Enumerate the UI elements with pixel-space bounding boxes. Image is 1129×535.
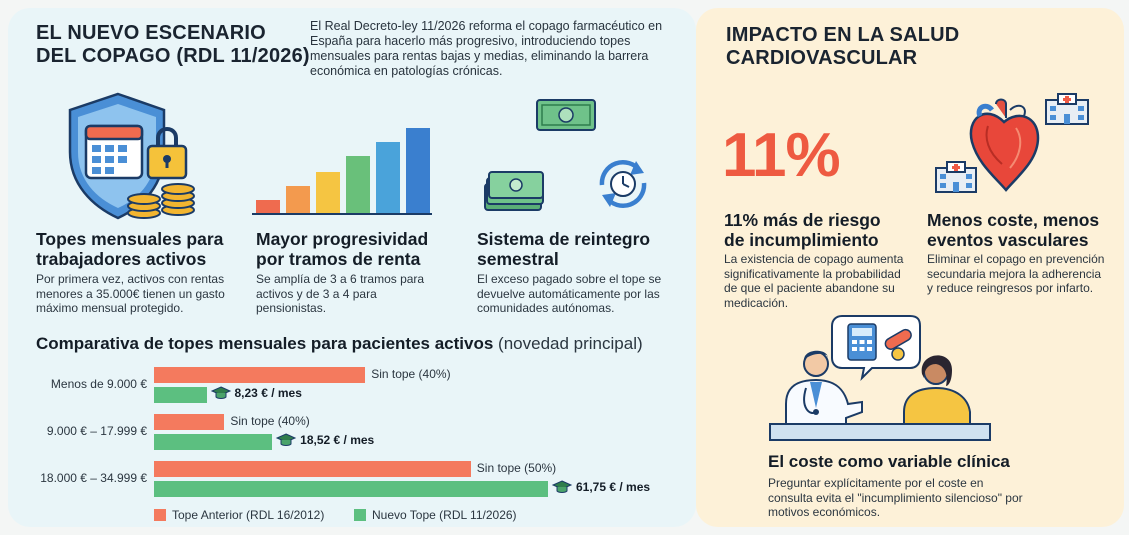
graduation-cap-icon: [210, 386, 231, 399]
bar-old-label: Sin tope (40%): [371, 367, 451, 381]
feature-title-line: semestral: [477, 249, 559, 269]
hospital-icon: [1045, 93, 1089, 125]
bar-old-label: Sin tope (50%): [476, 461, 557, 475]
bar-new-value: 61,75 € / mes: [576, 480, 651, 494]
feature-title-topes: Topes mensuales para trabajadores activo…: [36, 229, 223, 269]
bar-new-value: 18,52 € / mes: [300, 433, 375, 447]
bar-old-tope: [154, 367, 366, 383]
legend-swatch-new: [354, 509, 366, 521]
feature-title-line: Topes mensuales para: [36, 229, 224, 249]
bar-new-value: 8,23 € / mes: [234, 386, 302, 400]
category-label: Menos de 9.000 €: [50, 377, 147, 391]
legend-swatch-old: [154, 509, 166, 521]
doctor-patient-illustration: [769, 315, 991, 441]
cost-title-line2: eventos vasculares: [927, 230, 1089, 250]
big-stat: 11%: [722, 121, 841, 190]
feature-title-line: trabajadores activos: [36, 249, 207, 269]
legend-item-old: Tope Anterior (RDL 16/2012): [154, 508, 324, 522]
category-label: 9.000 € – 17.999 €: [46, 424, 147, 438]
bar-new-label: 18,52 € / mes: [275, 433, 375, 447]
right-title-line1: IMPACTO EN LA SALUD: [726, 24, 960, 46]
stat-title-line2: de incumplimiento: [724, 230, 879, 250]
right-title: IMPACTO EN LA SALUD CARDIOVASCULAR: [726, 24, 959, 70]
bar-new-tope: [154, 387, 207, 403]
bar-new-tope: [154, 434, 273, 450]
money-stack-icon: [484, 171, 544, 211]
bar-new-label: 8,23 € / mes: [210, 386, 302, 400]
cost-desc: Eliminar el copago en prevención secunda…: [927, 252, 1105, 295]
refresh-clock-icon: [599, 160, 647, 208]
stat-desc: La existencia de copago aumenta signific…: [724, 252, 904, 310]
feature-title-line: Sistema de reintegro: [477, 229, 651, 249]
bar-new-tope: [154, 481, 548, 497]
feature-title-progresividad: Mayor progresividad por tramos de renta: [256, 229, 428, 269]
graduation-cap-icon: [275, 433, 297, 446]
bar-new-label: 61,75 € / mes: [551, 480, 651, 494]
legend-label-new: Nuevo Tope (RDL 11/2026): [372, 508, 517, 522]
clinical-desc: Preguntar explícitamente por el coste en…: [768, 476, 1023, 519]
stat-title-line1: 11% más de riesgo: [724, 210, 881, 230]
right-title-line2: CARDIOVASCULAR: [726, 47, 918, 69]
banknote-icon: [536, 99, 596, 131]
feature-desc-reintegro: El exceso pagado sobre el tope se devuel…: [477, 272, 662, 315]
chart-title: Comparativa de topes mensuales para paci…: [36, 334, 643, 354]
feature-title-line: por tramos de renta: [256, 249, 421, 269]
bar-growth-icon: [252, 128, 432, 215]
feature-title-reintegro: Sistema de reintegro semestral: [477, 229, 650, 269]
category-label: 18.000 € – 34.999 €: [40, 471, 147, 485]
panel-arrow: [682, 250, 698, 278]
bar-old-label: Sin tope (40%): [230, 414, 310, 428]
hospital-icon: [935, 161, 977, 193]
left-title: EL NUEVO ESCENARIO DEL COPAGO (RDL 11/20…: [36, 22, 310, 68]
legend-label-old: Tope Anterior (RDL 16/2012): [172, 508, 325, 522]
shield-calendar-lock-icon: [68, 92, 195, 220]
left-title-line2: DEL COPAGO (RDL 11/2026): [36, 45, 310, 67]
feature-desc-progresividad: Se amplía de 3 a 6 tramos para activos y…: [256, 272, 425, 315]
intro-text: El Real Decreto-ley 11/2026 reforma el c…: [310, 19, 663, 78]
graduation-cap-icon: [551, 480, 573, 493]
feature-title-line: Mayor progresividad: [256, 229, 429, 249]
cost-title: Menos coste, menos eventos vasculares: [927, 210, 1099, 250]
cost-title-line1: Menos coste, menos: [927, 210, 1100, 230]
left-title-line1: EL NUEVO ESCENARIO: [36, 22, 266, 44]
bar-old-tope: [154, 414, 225, 430]
feature-desc-topes: Por primera vez, activos con rentas meno…: [36, 272, 225, 315]
clinical-title: El coste como variable clínica: [768, 452, 1010, 471]
legend-item-new: Nuevo Tope (RDL 11/2026): [354, 508, 517, 522]
chart-subtitle: (novedad principal): [498, 334, 643, 353]
heart-icon: [969, 98, 1040, 192]
stat-title: 11% más de riesgo de incumplimiento: [724, 210, 881, 250]
chart-title-main: Comparativa de topes mensuales para paci…: [36, 334, 494, 353]
bar-old-tope: [154, 461, 471, 477]
